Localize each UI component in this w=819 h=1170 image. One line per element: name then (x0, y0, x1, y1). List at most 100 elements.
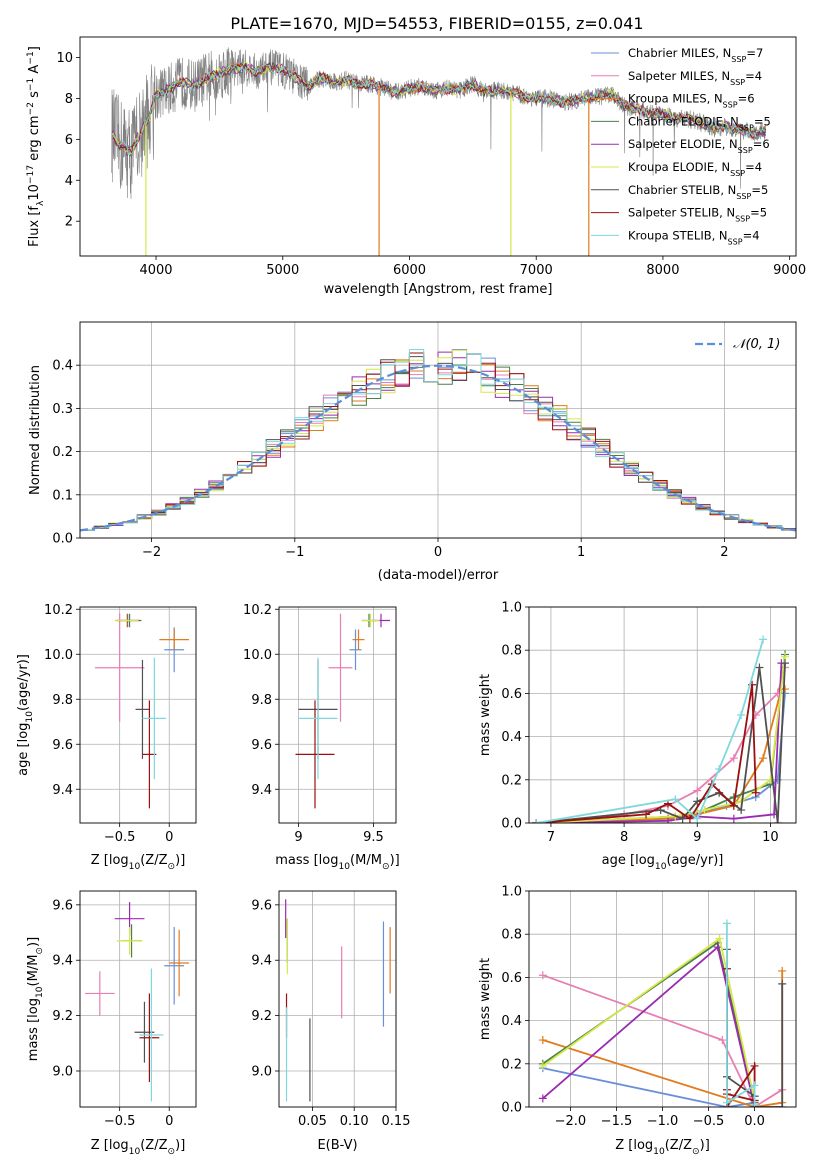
age_Z-frame (79, 606, 197, 824)
massweight-marker-kroupa_stelib (737, 711, 746, 719)
massweight-marker-chabrier_stelib (773, 819, 782, 823)
massweight_age-ytick-label: 1.0 (501, 601, 522, 616)
massweight_age-ylabel: mass weight (478, 674, 493, 756)
massweight_Z-axes: −2.0 −1.5 −1.0 −0.5 0.0 0.0 0.2 0.4 0.6 0.8 1.0 mas… (478, 885, 797, 1157)
age_mass-plot-area (295, 613, 390, 809)
massweight_age-axes: 7 8 9 10 0.0 0.2 0.4 0.6 0.8 1.0 mass weight age [l… (478, 601, 797, 872)
residuals-ytick-label: 0.2 (52, 445, 73, 460)
age_mass-axes: 9 9.5 9.4 9.6 9.8 10.0 10.2 mass [log10(M/M⊙)] (243, 603, 400, 872)
massweight-marker-chabrier_stelib (755, 663, 764, 672)
residuals-ytick-label: 0.1 (52, 488, 73, 503)
massweight-marker-salpeter_miles (729, 754, 738, 763)
legend-label-chabrier_stelib: Chabrier STELIB, NSSP=5 (628, 183, 768, 201)
massweight_Z-ytick-label: 0.0 (501, 1101, 522, 1116)
massweight_Z-ylabel: mass weight (478, 958, 493, 1040)
age_Z-ytick-label: 9.6 (52, 738, 73, 753)
massweight_Z-xtick-label: −2.0 (555, 1114, 587, 1129)
mass_Z-xlabel: Z [log10(Z/Z⊙)] (91, 1138, 186, 1157)
massweight_Z-xtick-label: −0.5 (693, 1114, 725, 1129)
legend-label-chabrier_elodie: Chabrier ELODIE, NSSP=5 (628, 114, 771, 131)
massweight-marker-salpeter_miles (693, 786, 702, 795)
residuals-ytick-label: 0.0 (52, 532, 73, 547)
massweight-marker-kroupa_miles (778, 966, 787, 975)
spectrum-xtick-label: 6000 (393, 263, 426, 278)
residuals-axes: −2 −1 0 1 2 0.0 0.1 0.2 0.3 0.4 𝒩(0, 1) (data-model… (28, 321, 797, 583)
massweight_age-ytick-label: 0.2 (501, 773, 522, 788)
spectrum-xtick-label: 4000 (139, 263, 172, 278)
massweight_Z-xtick-label: 0.0 (744, 1114, 765, 1129)
age_mass-ytick-label: 9.6 (251, 738, 272, 753)
massweight-marker-kroupa_elodie (538, 1061, 547, 1070)
legend-label-salpeter_miles: Salpeter MILES, NSSP=4 (628, 69, 762, 87)
massweight_age-xlabel: age [log10(age/yr)] (602, 853, 724, 872)
massweight-marker-kroupa_stelib (750, 1100, 759, 1107)
massweight_Z-ytick-label: 0.6 (501, 971, 522, 986)
mass_ebv-ytick-label: 9.2 (251, 1009, 272, 1024)
mass_Z-ytick-label: 9.4 (52, 954, 73, 969)
mass_Z-axes: −0.5 0 9.0 9.2 9.4 9.6 Z [log10(Z/Z⊙)] mass [lo… (26, 890, 197, 1157)
mass_Z-ytick-label: 9.0 (52, 1065, 73, 1080)
massweight_age-ytick-label: 0.8 (501, 644, 522, 659)
massweight-line-kroupa_stelib (536, 639, 764, 823)
massweight_Z-plot-area (538, 919, 787, 1107)
legend-label-salpeter_stelib: Salpeter STELIB, NSSP=5 (628, 206, 767, 224)
massweight_Z-ytick-label: 0.2 (501, 1057, 522, 1072)
age_Z-ylabel: age [log10(age/yr)] (16, 654, 35, 776)
residuals-ytick-label: 0.3 (52, 402, 73, 417)
age_mass-xtick-label: 9.5 (363, 830, 384, 845)
massweight-marker-chabrier_stelib (737, 806, 746, 815)
mass_ebv-xlabel: E(B-V) (317, 1138, 357, 1153)
residuals-plot-area (80, 349, 796, 532)
massweight-marker-salpeter_stelib (751, 788, 760, 797)
massweight_Z-ytick-label: 1.0 (501, 885, 522, 900)
legend-label-gauss: 𝒩(0, 1) (733, 337, 780, 352)
massweight-marker-salpeter_stelib (729, 801, 738, 810)
age_Z-axes: −0.5 0 9.4 9.6 9.8 10.0 10.2 Z [log10(Z/Z⊙)] age… (16, 603, 197, 872)
mass_Z-ylabel: mass [log10(M/M⊙)] (26, 937, 45, 1061)
spectrum-xlabel: wavelength [Angstrom, rest frame] (324, 282, 553, 297)
spectrum-ytick-label: 8 (65, 92, 73, 107)
massweight-marker-chabrier_stelib (678, 814, 687, 823)
spectrum-ytick-label: 6 (65, 133, 73, 148)
massweight-marker-salpeter_elodie (663, 816, 672, 823)
massweight-marker-salpeter_stelib (685, 814, 694, 823)
residuals-xtick-label: 1 (577, 545, 585, 560)
legend-label-chabrier_miles: Chabrier MILES, NSSP=7 (628, 46, 763, 64)
massweight-line-chabrier_elodie (536, 654, 786, 823)
massweight-marker-chabrier_stelib (781, 659, 790, 668)
spectrum-xtick-label: 9000 (773, 263, 806, 278)
age_mass-ytick-label: 9.8 (251, 693, 272, 708)
massweight_age-xtick-label: 7 (547, 830, 555, 845)
legend-label-kroupa_elodie: Kroupa ELODIE, NSSP=4 (628, 160, 762, 178)
mass_ebv-xtick-label: 0.10 (340, 1114, 369, 1129)
spectrum-xtick-label: 5000 (266, 263, 299, 278)
massweight_Z-frame (528, 890, 797, 1108)
spectrum-ytick-label: 10 (56, 51, 73, 66)
spectrum-xtick-label: 8000 (646, 263, 679, 278)
massweight-marker-salpeter_elodie (713, 943, 722, 952)
spectrum-model-line-kroupa_stelib (111, 63, 766, 156)
spectrum-ylabel: Flux [fλ10−17 erg cm−2 s−1 A−1] (26, 46, 46, 247)
massweight-marker-kroupa_stelib (759, 635, 768, 644)
residual-hist-chabrier_elodie (80, 364, 796, 531)
residual-ylabel: Normed distribution (28, 365, 43, 495)
age_mass-xlabel: mass [log10(M/M⊙)] (275, 853, 399, 872)
spectrum-legend: Chabrier MILES, NSSP=7 Salpeter MILES, NS… (591, 46, 771, 246)
mass_Z-ytick-label: 9.6 (52, 898, 73, 913)
massweight-marker-kroupa_elodie (715, 934, 724, 943)
age_mass-ytick-label: 10.0 (243, 648, 272, 663)
massweight_Z-xlabel: Z [log10(Z/Z⊙)] (615, 1138, 710, 1157)
spectrum-model-line-kroupa_elodie (111, 62, 766, 155)
mass_ebv-frame (278, 890, 397, 1108)
spectrum-ytick-label: 4 (65, 174, 73, 189)
age_Z-ytick-label: 9.8 (52, 693, 73, 708)
massweight_age-xtick-label: 10 (762, 830, 779, 845)
massweight-marker-salpeter_stelib (750, 1061, 759, 1070)
mass_Z-ytick-label: 9.2 (52, 1009, 73, 1024)
massweight-line-salpeter_elodie (536, 663, 783, 823)
spectrum-axes: 4000 5000 6000 7000 8000 9000 2 4 6 8 10 wavelength… (26, 36, 806, 297)
residuals-frame (79, 321, 797, 539)
legend-label-kroupa_stelib: Kroupa STELIB, NSSP=4 (628, 228, 760, 246)
age_mass-ytick-label: 9.4 (251, 783, 272, 798)
